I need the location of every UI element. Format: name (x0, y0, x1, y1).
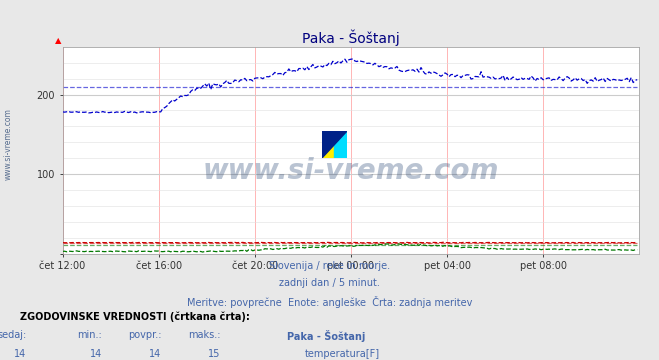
Text: 14: 14 (149, 349, 161, 359)
Polygon shape (322, 131, 347, 158)
Text: 14: 14 (14, 349, 26, 359)
Text: ▲: ▲ (55, 36, 62, 45)
Bar (322, 131, 334, 158)
Text: Meritve: povprečne  Enote: angleške  Črta: zadnja meritev: Meritve: povprečne Enote: angleške Črta:… (186, 296, 473, 307)
Text: www.si-vreme.com: www.si-vreme.com (203, 157, 499, 185)
Text: sedaj:: sedaj: (0, 330, 26, 340)
Text: temperatura[F]: temperatura[F] (304, 349, 380, 359)
Text: Paka - Šoštanj: Paka - Šoštanj (287, 330, 365, 342)
Text: 15: 15 (208, 349, 221, 359)
Text: www.si-vreme.com: www.si-vreme.com (3, 108, 13, 180)
Text: zadnji dan / 5 minut.: zadnji dan / 5 minut. (279, 278, 380, 288)
Text: min.:: min.: (77, 330, 102, 340)
Text: 14: 14 (90, 349, 102, 359)
Text: Slovenija / reke in morje.: Slovenija / reke in morje. (269, 261, 390, 271)
Text: maks.:: maks.: (188, 330, 221, 340)
Text: ZGODOVINSKE VREDNOSTI (črtkana črta):: ZGODOVINSKE VREDNOSTI (črtkana črta): (20, 311, 250, 322)
Bar (334, 131, 347, 158)
Title: Paka - Šoštanj: Paka - Šoštanj (302, 29, 400, 46)
Text: povpr.:: povpr.: (128, 330, 161, 340)
